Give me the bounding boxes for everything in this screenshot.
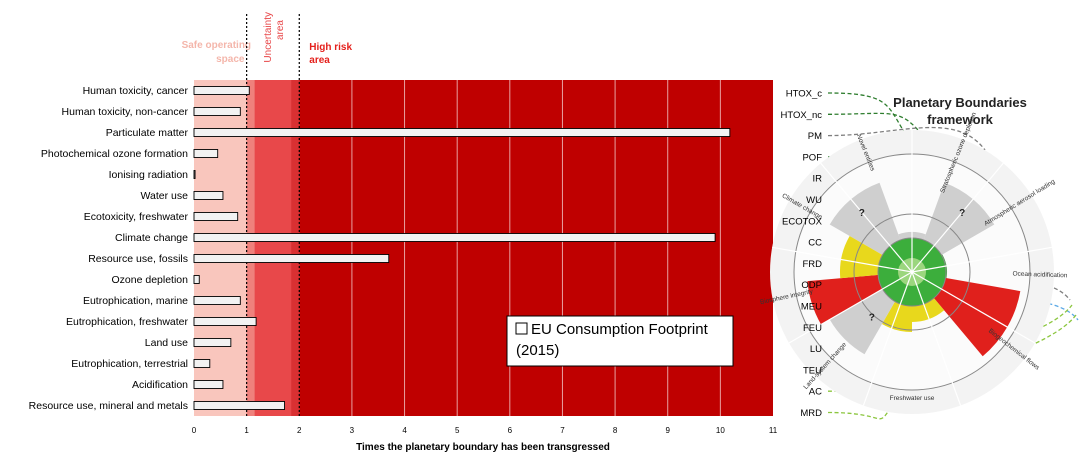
pb-code-label: POF: [802, 152, 822, 163]
x-tick-label: 0: [192, 426, 197, 435]
bar: [193, 338, 232, 347]
pb-code-label: AC: [809, 387, 822, 398]
pb-spoke: [911, 271, 1036, 344]
x-tick-label: 10: [716, 426, 725, 435]
category-label: Eutrophication, freshwater: [66, 316, 188, 328]
legend-label: EU Consumption Footprint (2015): [516, 321, 709, 359]
pb-code-label: WU: [806, 195, 822, 206]
pb-spoke: [788, 271, 913, 344]
bar: [193, 128, 731, 137]
bar: [193, 275, 200, 284]
pb-connector: [827, 394, 901, 420]
category-labels: Human toxicity, cancer Human toxicity, no…: [29, 85, 189, 412]
pb-connector: [827, 314, 1077, 392]
legend: EU Consumption Footprint (2015): [506, 315, 734, 367]
category-label: Human toxicity, non-cancer: [62, 106, 189, 118]
category-label: Resource use, mineral and metals: [29, 400, 188, 412]
pb-code-label: HTOX_c: [786, 89, 823, 100]
category-label: Acidification: [132, 379, 188, 391]
category-label: Particulate matter: [106, 127, 189, 139]
category-label: Ozone depletion: [112, 274, 189, 286]
zone-edge-right: [291, 80, 300, 416]
pb-code-label: FEU: [803, 323, 822, 334]
x-axis-label: Times the planetary boundary has been tr…: [356, 442, 610, 453]
category-label: Eutrophication, marine: [83, 295, 188, 307]
pb-spoke: [862, 271, 913, 406]
category-label: Ionising radiation: [109, 169, 189, 181]
x-tick-label: 3: [350, 426, 355, 435]
x-tick-label: 1: [244, 426, 249, 435]
category-label: Resource use, fossils: [88, 253, 188, 265]
x-tick-label: 6: [508, 426, 513, 435]
category-label: Photochemical ozone formation: [41, 148, 188, 160]
pb-code-label: LU: [810, 344, 822, 355]
zone-label-safe: Safe operating space: [182, 40, 251, 65]
pb-codes: HTOX_c HTOX_nc PM POF IR WU ECOTOX CC FRD ODP MEU F…: [780, 89, 822, 420]
bar: [193, 254, 390, 263]
bar: [193, 170, 196, 179]
bar: [193, 233, 716, 242]
category-label: Human toxicity, cancer: [83, 85, 189, 97]
bar: [193, 212, 239, 221]
bar: [193, 380, 224, 389]
pb-code-label: TEU: [803, 365, 822, 376]
pb-spoke: [911, 246, 1052, 273]
zone-labels: Safe operating space Uncertaintyarea High r…: [182, 12, 353, 66]
bar-chart: Safe operating space Uncertaintyarea High r…: [29, 12, 778, 453]
category-label: Eutrophication, terrestrial: [71, 358, 188, 370]
pb-spoke: [820, 162, 913, 273]
pb-sector-label: Freshwater use: [890, 395, 935, 402]
pb-code-label: FRD: [802, 259, 822, 270]
pb-code-label: MRD: [800, 408, 822, 419]
x-tick-label: 5: [455, 426, 460, 435]
pb-wheel: ? ??Novel entities Stratospheric ozone dep…: [759, 111, 1068, 414]
pb-sector-label: Ocean acidification: [1012, 271, 1068, 280]
legend-frame: [506, 315, 734, 367]
zone-label-uncertainty: Uncertaintyarea: [263, 12, 286, 63]
x-tick-label: 4: [402, 426, 407, 435]
zone-edge-left: [246, 80, 255, 416]
pb-code-label: ODP: [801, 280, 822, 291]
pb-spoke: [772, 246, 913, 273]
x-tick-label: 9: [666, 426, 671, 435]
pb-code-label: CC: [808, 238, 822, 249]
bar: [193, 149, 219, 158]
category-label: Land use: [145, 337, 188, 349]
x-tick-label: 8: [613, 426, 618, 435]
bar: [193, 401, 285, 410]
x-tick-label: 2: [297, 426, 302, 435]
pb-code-label: PM: [808, 131, 822, 142]
planetary-boundaries-panel: Planetary Boundaries framework ? ??Novel e…: [759, 89, 1079, 420]
pb-code-label: ECOTOX: [782, 216, 823, 227]
category-label: Climate change: [115, 232, 188, 244]
pb-unknown-marker: ?: [859, 208, 865, 219]
x-tick-labels: 0 1 2 3 4 5 6 7 8 9 10 11: [192, 426, 778, 435]
category-label: Ecotoxicity, freshwater: [84, 211, 189, 223]
bar: [193, 86, 250, 95]
pb-code-label: MEU: [801, 302, 822, 313]
pb-unknown-marker: ?: [959, 208, 965, 219]
bar: [193, 107, 241, 116]
bar: [193, 296, 241, 305]
bar: [193, 191, 224, 200]
pb-code-label: HTOX_nc: [780, 110, 822, 121]
pb-connector: [827, 126, 986, 151]
bar: [193, 317, 257, 326]
pb-spoke: [911, 271, 962, 406]
category-label: Water use: [141, 190, 189, 202]
zone-label-high-risk: High risk area: [309, 42, 352, 66]
bars: [193, 86, 731, 410]
legend-swatch: [515, 322, 528, 335]
pb-code-label: IR: [813, 174, 823, 185]
pb-spoke: [911, 162, 1004, 273]
pb-title: Planetary Boundaries framework: [893, 95, 1027, 127]
x-tick-label: 11: [769, 426, 778, 435]
bar: [193, 359, 211, 368]
pb-unknown-marker: ?: [869, 313, 875, 324]
x-tick-label: 7: [560, 426, 565, 435]
